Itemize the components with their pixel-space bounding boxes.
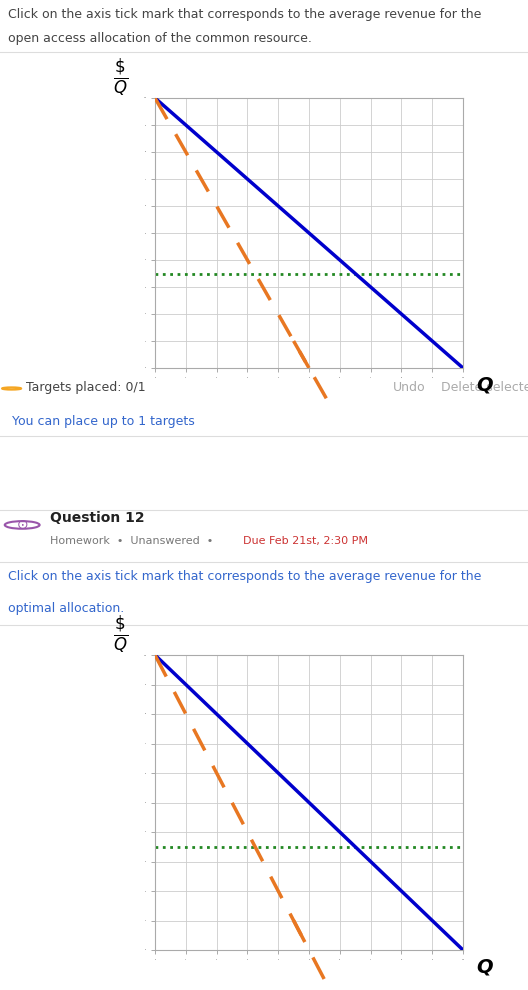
Text: Q: Q (476, 376, 493, 395)
Text: open access allocation of the common resource.: open access allocation of the common res… (8, 33, 312, 46)
Text: Due Feb 21st, 2:30 PM: Due Feb 21st, 2:30 PM (243, 536, 368, 546)
Text: Undo: Undo (393, 381, 426, 394)
Text: You can place up to 1 targets: You can place up to 1 targets (12, 415, 194, 428)
Text: Click on the axis tick mark that corresponds to the average revenue for the: Click on the axis tick mark that corresp… (8, 8, 482, 21)
Text: Delete selected: Delete selected (441, 381, 528, 394)
Text: Homework  •  Unanswered  •: Homework • Unanswered • (50, 536, 220, 546)
Text: ⊙: ⊙ (16, 518, 28, 532)
Text: Q: Q (476, 958, 493, 977)
Text: Click on the axis tick mark that corresponds to the average revenue for the: Click on the axis tick mark that corresp… (8, 570, 482, 583)
Text: Unanswered • 2 attempts left: Unanswered • 2 attempts left (10, 452, 232, 465)
Text: Question 12: Question 12 (50, 511, 145, 525)
Text: Targets placed: 0/1: Targets placed: 0/1 (26, 381, 146, 394)
Text: $\dfrac{\$}{Q}$: $\dfrac{\$}{Q}$ (113, 56, 128, 98)
Text: optimal allocation.: optimal allocation. (8, 602, 124, 615)
Text: $\dfrac{\$}{Q}$: $\dfrac{\$}{Q}$ (113, 614, 128, 655)
